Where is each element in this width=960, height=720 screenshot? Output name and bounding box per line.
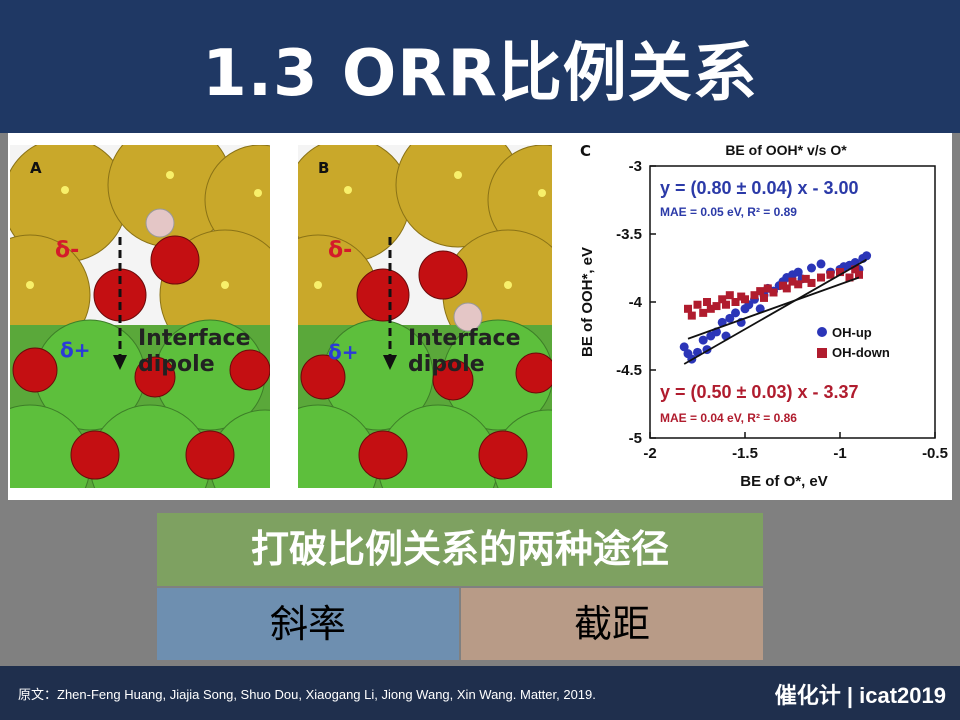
data-point-oh-up	[807, 263, 816, 273]
x-tick-label: -2	[643, 445, 656, 462]
data-point-oh-down	[855, 270, 863, 279]
x-tick-label: -1.5	[732, 445, 758, 462]
data-point-oh-down	[687, 311, 696, 320]
delta-plus-label-a: δ+	[60, 338, 91, 362]
data-point-oh-up	[731, 308, 740, 318]
title-bar: 1.3 ORR比例关系	[0, 0, 960, 133]
data-point-oh-up	[725, 313, 735, 323]
delta-minus-label-b: δ-	[328, 238, 352, 263]
panel-b-structure: B δ- δ+ Interface dipole	[298, 145, 552, 488]
data-point-oh-down	[693, 300, 702, 309]
data-point-oh-down	[763, 284, 772, 293]
slide-title: 1.3 ORR比例关系	[202, 37, 758, 111]
data-point-oh-up	[698, 335, 708, 345]
data-point-oh-down	[722, 300, 730, 309]
delta-plus-label-b: δ+	[328, 340, 359, 364]
legend-label-oh-down: OH-down	[832, 345, 890, 360]
data-point-oh-down	[807, 278, 816, 287]
data-point-oh-down	[725, 291, 734, 300]
panel-b-label: B	[318, 159, 329, 177]
data-point-oh-down	[769, 288, 778, 297]
data-point-oh-down	[801, 274, 810, 283]
legend-marker-oh-up	[817, 327, 827, 337]
dipole-label-b-1: Interface	[408, 326, 521, 351]
data-point-oh-down	[684, 304, 692, 313]
data-point-oh-down	[826, 270, 835, 279]
fit-stats-oh-down: MAE = 0.04 eV, R² = 0.86	[660, 411, 797, 425]
data-point-oh-down	[703, 298, 711, 306]
dipole-label-a-1: Interface	[138, 326, 251, 351]
figure-panel: A δ- δ+ Interface dipole	[8, 133, 952, 500]
data-point-oh-down	[817, 273, 825, 282]
y-axis-label: BE of OOH*, eV	[579, 247, 596, 357]
y-tick-label: -4	[629, 294, 643, 311]
y-tick-label: -5	[629, 430, 642, 447]
data-point-oh-down	[750, 291, 759, 300]
data-point-oh-down	[741, 295, 749, 304]
panel-c-chart: C BE of OOH* v/s O* -2 -1.5 -1 -0.5 -3 -3.5 -4…	[568, 138, 948, 498]
data-point-oh-down	[836, 268, 844, 277]
data-point-oh-down	[851, 265, 860, 274]
legend-marker-oh-down	[817, 348, 827, 358]
y-tick-label: -3.5	[616, 226, 642, 243]
data-point-oh-down	[699, 308, 708, 317]
panel-a-label: A	[30, 159, 42, 177]
y-tick-label: -3	[629, 158, 642, 175]
data-point-oh-up	[862, 251, 872, 261]
x-axis-label: BE of O*, eV	[740, 473, 828, 490]
fit-line-oh-up	[683, 258, 868, 365]
y-tick-label: -4.5	[616, 362, 642, 379]
data-point-oh-up	[755, 304, 765, 314]
brand-label: 催化计 | icat2019	[774, 683, 946, 708]
fit-stats-oh-up: MAE = 0.05 eV, R² = 0.89	[660, 205, 797, 219]
data-point-oh-down	[718, 295, 727, 304]
x-tick-label: -0.5	[922, 445, 948, 462]
data-point-oh-down	[706, 304, 715, 313]
data-point-oh-down	[794, 280, 803, 289]
fit-equation-oh-up: y = (0.80 ± 0.04) x - 3.00	[660, 178, 859, 198]
data-point-oh-down	[731, 298, 740, 306]
fit-equation-oh-down: y = (0.50 ± 0.03) x - 3.37	[660, 382, 859, 402]
data-point-oh-down	[782, 284, 791, 293]
data-point-oh-up	[717, 317, 727, 327]
data-point-oh-up	[816, 259, 826, 269]
footer-bar: 原文：Zhen-Feng Huang, Jiajia Song, Shuo Do…	[0, 666, 960, 720]
panel-a-structure: A δ- δ+ Interface dipole	[10, 145, 270, 488]
legend-label-oh-up: OH-up	[832, 325, 872, 340]
data-point-oh-down	[760, 293, 768, 302]
chart-title: BE of OOH* v/s O*	[725, 142, 847, 158]
data-point-oh-up	[793, 267, 803, 277]
section-heading: 打破比例关系的两种途径	[157, 513, 763, 586]
data-point-oh-down	[756, 287, 765, 296]
fit-line-oh-down	[687, 276, 860, 340]
data-point-oh-down	[845, 273, 854, 282]
option-slope: 斜率	[157, 588, 459, 660]
option-intercept: 截距	[461, 588, 763, 660]
data-point-oh-down	[788, 277, 797, 286]
dipole-label-a-2: dipole	[138, 352, 215, 377]
citation-text: 原文：Zhen-Feng Huang, Jiajia Song, Shuo Do…	[18, 687, 596, 702]
panel-c-label: C	[580, 142, 591, 160]
data-point-oh-up	[679, 342, 689, 352]
data-point-oh-down	[712, 302, 721, 311]
delta-minus-label-a: δ-	[55, 238, 79, 263]
x-tick-label: -1	[833, 445, 846, 462]
dipole-label-b-2: dipole	[408, 352, 485, 377]
